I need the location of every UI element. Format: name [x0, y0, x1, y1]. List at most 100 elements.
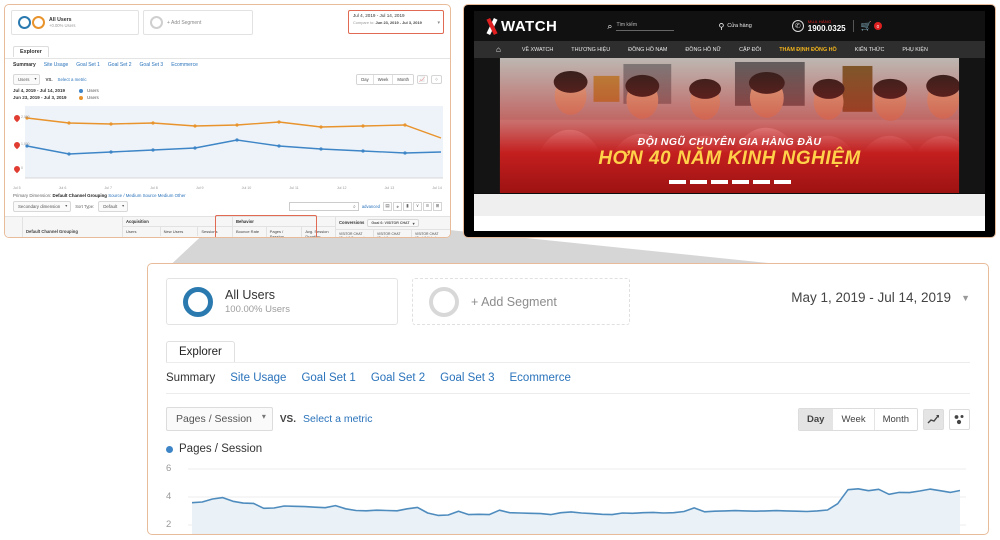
dimension-link-other[interactable]: Other — [174, 192, 186, 198]
legend-label: Pages / Session — [179, 443, 263, 455]
xwatch-logo[interactable]: WATCH — [484, 18, 557, 35]
behavior-highlight-box — [215, 214, 317, 237]
segment-name: All Users — [49, 16, 72, 23]
nav-phu-kien[interactable]: PHỤ KIỆN — [902, 46, 928, 53]
conversion-goal-select[interactable]: Goal 6: VISITOR CHAT — [367, 218, 419, 227]
sort-type-select[interactable]: Default — [98, 200, 129, 212]
add-segment-button[interactable]: + Add Segment — [143, 10, 253, 35]
nav-thuong-hieu[interactable]: THƯƠNG HIỆU — [571, 46, 611, 53]
chart-controls: Pages / Session VS. Select a metric Day … — [166, 393, 970, 431]
secondary-dimension-select[interactable]: Secondary dimension — [13, 200, 72, 212]
nav-home-icon[interactable]: ⌂ — [496, 45, 501, 54]
granularity-week[interactable]: Week — [373, 75, 394, 84]
nav-ve-xwatch[interactable]: VỀ XWATCH — [521, 46, 554, 53]
carousel-indicators[interactable] — [474, 180, 985, 184]
nav-cap-doi[interactable]: CẶP ĐÔI — [739, 46, 762, 53]
subtab-goal-set-3[interactable]: Goal Set 3 — [440, 372, 495, 384]
granularity-month[interactable]: Month — [393, 75, 413, 84]
x-tick-1: Jul 6 — [58, 185, 67, 190]
select-metric-link[interactable]: Select a metric — [57, 77, 87, 82]
subtab-goal-set-3[interactable]: Goal Set 3 — [139, 62, 164, 68]
granularity-week[interactable]: Week — [833, 408, 875, 430]
subtab-site-usage[interactable]: Site Usage — [230, 372, 287, 384]
store-locator-link[interactable]: ⚲ Cửa hàng — [718, 22, 751, 31]
subtab-goal-set-1[interactable]: Goal Set 1 — [301, 372, 356, 384]
carousel-dot-1[interactable] — [668, 180, 686, 184]
hero-banner[interactable]: ĐỘI NGŨ CHUYÊN GIA HÀNG ĐẦU HƠN 40 NĂM K… — [474, 58, 985, 194]
brand-text: WATCH — [501, 17, 558, 35]
metric-select[interactable]: Users — [13, 74, 41, 85]
nav-dong-ho-nam[interactable]: ĐỒNG HỒ NAM — [628, 46, 668, 53]
granularity-day[interactable]: Day — [799, 408, 834, 430]
add-segment-button[interactable]: + Add Segment — [412, 278, 630, 325]
nav-tham-dinh-dong-ho[interactable]: THẨM ĐỊNH ĐỒNG HỒ — [779, 46, 837, 53]
primary-dimension-value[interactable]: Default Channel Grouping — [52, 192, 107, 198]
dimension-link-source-medium[interactable]: Source / Medium — [108, 192, 142, 198]
granularity-controls: Day Week Month — [798, 407, 970, 431]
chart-type-icon[interactable] — [923, 408, 944, 430]
segment-spacer — [257, 10, 344, 35]
carousel-dot-6[interactable] — [773, 180, 791, 184]
carousel-dot-4[interactable] — [731, 180, 749, 184]
subtab-ecommerce[interactable]: Ecommerce — [509, 372, 571, 384]
hotline-block[interactable]: ✆ MUA HÀNG 1900.0325 — [791, 19, 846, 33]
chart-type-icon[interactable]: 📈 — [417, 75, 428, 84]
search-input[interactable]: Tìm kiếm — [616, 22, 675, 31]
metric-select[interactable]: Pages / Session — [166, 407, 273, 431]
x-tick-2: Jul 7 — [104, 185, 113, 190]
subtab-goal-set-2[interactable]: Goal Set 2 — [370, 372, 426, 384]
table-view-icon[interactable]: ▤ — [383, 201, 392, 211]
subtab-ecommerce[interactable]: Ecommerce — [171, 62, 198, 68]
primary-dimension-label: Primary Dimension: — [13, 192, 52, 198]
nav-kien-thuc[interactable]: KIẾN THỨC — [854, 46, 885, 53]
carousel-dot-5[interactable] — [752, 180, 770, 184]
terms-view-icon[interactable]: ≋ — [423, 201, 432, 211]
legend-item-compare: Jun 23, 2019 - Jul 3, 2019 Users — [13, 95, 442, 102]
col-goal-completions: VISITOR CHAT (Goal 6 Completions) — [374, 229, 412, 237]
segment-all-users[interactable]: All Users 100.00% Users — [166, 278, 398, 325]
segment-all-users[interactable]: All Users +0.00% Users — [11, 10, 139, 35]
dimension-link-medium[interactable]: Medium — [157, 192, 174, 198]
date-range-selector[interactable]: Jul 4, 2019 - Jul 14, 2019 Compare to: J… — [348, 10, 444, 34]
group-behavior: Behavior — [233, 217, 335, 227]
pivot-view-icon[interactable]: ⊞ — [433, 201, 442, 211]
site-search[interactable]: ⌕ Tìm kiếm — [607, 21, 675, 32]
vs-label: VS. — [45, 77, 53, 82]
date-range-selector[interactable]: May 1, 2019 - Jul 14, 2019 ▼ — [791, 278, 970, 305]
date-range-value: May 1, 2019 - Jul 14, 2019 — [791, 290, 952, 305]
carousel-dot-2[interactable] — [689, 180, 707, 184]
pie-view-icon[interactable]: ◕ — [393, 201, 402, 211]
legend-series-current: Users — [87, 88, 99, 93]
granularity-month[interactable]: Month — [874, 408, 917, 430]
banner-caption: ĐỘI NGŨ CHUYÊN GIA HÀNG ĐẦU HƠN 40 NĂM K… — [474, 136, 985, 170]
site-footer-strip — [474, 194, 985, 216]
subtab-goal-set-1[interactable]: Goal Set 1 — [76, 62, 100, 68]
group-conversions: Conversions — [339, 220, 365, 225]
tab-explorer[interactable]: Explorer — [166, 341, 235, 362]
subtab-summary[interactable]: Summary — [166, 372, 216, 384]
location-pin-icon: ⚲ — [718, 21, 725, 31]
analytics-large-panel: All Users 100.00% Users + Add Segment Ma… — [147, 263, 989, 535]
comparison-view-icon[interactable]: ⋎ — [413, 201, 422, 211]
search-icon: ⌕ — [353, 203, 356, 210]
tab-explorer[interactable]: Explorer — [13, 46, 49, 57]
report-subtabs: Summary Site Usage Goal Set 1 Goal Set 2… — [5, 58, 450, 71]
x-mark-icon — [484, 18, 500, 34]
col-goal-conversion-rate: VISITOR CHAT (Goal 6 Conversion Rate) — [336, 229, 374, 237]
search-input[interactable]: ⌕ — [288, 201, 359, 211]
cart-button[interactable]: 🛒 0 — [861, 21, 882, 32]
legend-dot-orange-icon — [79, 96, 83, 101]
subtab-site-usage[interactable]: Site Usage — [43, 62, 69, 68]
nav-dong-ho-nu[interactable]: ĐỒNG HỒ NỮ — [685, 46, 722, 53]
y-tick-2: 2 — [166, 519, 172, 530]
granularity-day[interactable]: Day — [357, 75, 374, 84]
advanced-link[interactable]: advanced — [361, 203, 380, 209]
carousel-dot-3[interactable] — [710, 180, 728, 184]
subtab-goal-set-2[interactable]: Goal Set 2 — [107, 62, 132, 68]
scatter-plot-icon[interactable]: ⁘ — [431, 75, 442, 84]
subtab-summary[interactable]: Summary — [13, 62, 36, 68]
performance-view-icon[interactable]: ▮ — [403, 201, 412, 211]
dimension-link-source[interactable]: Source — [142, 192, 157, 198]
select-metric-link[interactable]: Select a metric — [303, 413, 373, 425]
scatter-plot-icon[interactable] — [949, 408, 970, 430]
